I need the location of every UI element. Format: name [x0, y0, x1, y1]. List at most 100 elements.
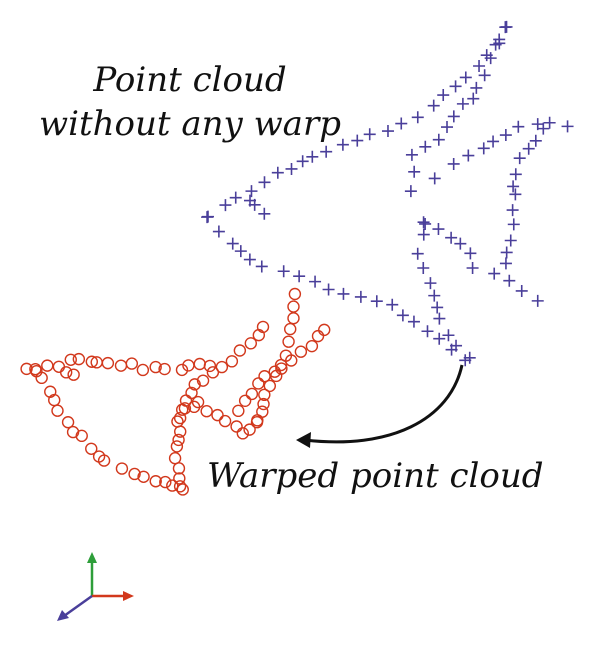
plus-marker — [293, 270, 306, 283]
axes-icon — [57, 552, 134, 621]
circle-marker — [252, 377, 265, 390]
warped-point-cloud — [20, 287, 331, 496]
plus-marker — [336, 138, 349, 151]
circle-marker — [174, 425, 187, 438]
plus-marker — [537, 122, 550, 135]
plus-marker — [234, 245, 247, 258]
plus-marker — [428, 289, 441, 302]
plus-marker — [411, 247, 424, 260]
plus-marker — [201, 211, 214, 224]
plus-marker — [462, 149, 475, 162]
plus-marker — [432, 223, 445, 236]
plus-marker — [229, 191, 242, 204]
circle-marker — [243, 423, 256, 436]
plus-marker — [463, 351, 476, 364]
original-cloud-label-line1: Point cloud — [93, 60, 287, 100]
plus-marker — [499, 257, 512, 270]
circle-marker — [173, 480, 187, 493]
circle-marker — [294, 345, 308, 358]
circle-marker — [305, 339, 319, 353]
circle-marker — [318, 323, 331, 337]
plus-marker — [395, 117, 408, 130]
plus-marker — [363, 128, 376, 141]
circle-marker — [101, 356, 115, 370]
plus-marker — [522, 142, 535, 155]
circle-marker — [170, 440, 184, 453]
plus-marker — [255, 260, 268, 273]
circle-marker — [172, 462, 186, 475]
circle-marker — [236, 427, 249, 440]
original-cloud-label-line2: without any warp — [39, 104, 341, 144]
circle-marker — [257, 397, 270, 411]
circle-marker — [85, 355, 99, 368]
circle-marker — [51, 404, 64, 417]
circle-marker — [149, 475, 162, 488]
circle-marker — [225, 355, 239, 368]
plus-marker — [441, 121, 454, 134]
plus-marker — [354, 290, 367, 303]
plus-marker — [450, 339, 463, 352]
circle-marker — [285, 354, 298, 367]
plus-marker — [466, 261, 479, 274]
plus-marker — [509, 188, 522, 201]
plus-marker — [459, 71, 472, 84]
plus-marker — [433, 332, 446, 345]
axis-x-head — [123, 591, 134, 601]
circle-marker — [203, 359, 217, 373]
circle-marker — [61, 416, 75, 429]
circle-marker — [64, 353, 77, 366]
plus-marker — [454, 237, 467, 250]
circle-marker — [137, 470, 150, 483]
plus-marker — [493, 37, 506, 50]
circle-marker — [256, 405, 269, 418]
plus-marker — [243, 253, 256, 266]
plus-marker — [296, 155, 309, 168]
plus-marker — [484, 52, 497, 65]
warped-cloud-label: Warped point cloud — [207, 456, 544, 496]
plus-marker — [543, 116, 556, 129]
plus-marker — [464, 247, 477, 260]
plus-marker — [503, 274, 516, 287]
plus-marker — [404, 185, 417, 198]
circle-marker — [311, 329, 325, 343]
plus-marker — [529, 134, 542, 147]
plus-marker — [515, 284, 528, 297]
axis-z — [63, 594, 93, 618]
circle-marker — [149, 360, 162, 374]
plus-marker — [245, 185, 258, 198]
plus-marker — [499, 21, 512, 34]
plus-marker — [432, 133, 445, 146]
plus-marker — [447, 157, 460, 170]
plus-marker — [405, 148, 418, 161]
circle-marker — [215, 360, 229, 374]
original-point-cloud — [201, 20, 574, 367]
plus-marker — [512, 120, 525, 133]
plus-marker — [417, 262, 430, 275]
plus-marker — [411, 111, 424, 124]
circle-marker — [191, 395, 205, 409]
circle-marker — [41, 359, 54, 372]
plus-marker — [427, 99, 440, 112]
circle-marker — [114, 359, 128, 372]
circle-marker — [173, 411, 187, 425]
circle-marker — [287, 300, 300, 313]
plus-marker — [513, 152, 526, 165]
plus-marker — [322, 283, 335, 296]
circle-marker — [244, 337, 258, 350]
circle-marker — [188, 378, 201, 391]
plus-marker — [226, 237, 239, 250]
plus-marker — [258, 207, 271, 220]
circle-marker — [232, 404, 245, 418]
circle-marker — [284, 322, 297, 336]
axis-y-head — [87, 552, 97, 563]
circle-marker — [35, 371, 48, 385]
plus-marker — [561, 120, 574, 133]
original-cloud-label: Point cloud without any warp — [30, 58, 350, 146]
plus-marker — [417, 216, 430, 229]
circle-marker — [206, 366, 220, 379]
circle-marker — [136, 363, 150, 377]
circle-marker — [258, 370, 271, 383]
circle-marker — [168, 452, 182, 465]
plus-marker — [467, 92, 480, 105]
